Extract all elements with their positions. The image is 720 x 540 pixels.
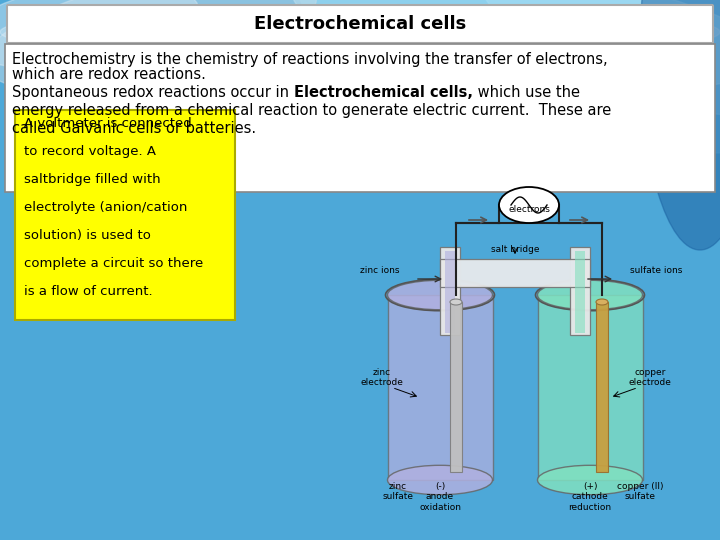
Ellipse shape [292,0,720,89]
Ellipse shape [387,465,492,495]
Text: complete a circuit so there: complete a circuit so there [24,257,203,270]
Text: copper (II)
sulfate: copper (II) sulfate [617,482,663,502]
Bar [575,251,585,333]
Ellipse shape [538,280,642,310]
Text: solution) is used to: solution) is used to [24,229,151,242]
Ellipse shape [295,0,720,153]
Bar [440,247,460,335]
Ellipse shape [640,0,720,250]
Text: saltbridge filled with: saltbridge filled with [24,173,161,186]
Ellipse shape [596,299,608,305]
Text: zinc
electrode: zinc electrode [361,368,403,387]
Bar [596,302,608,472]
Ellipse shape [538,465,642,495]
Text: zinc ions: zinc ions [361,266,400,275]
Bar [570,247,590,335]
Bar [445,251,455,333]
Text: A voltmeter is connected: A voltmeter is connected [24,117,192,130]
Bar [5,44,715,192]
Text: electrolyte (anion/cation: electrolyte (anion/cation [24,201,187,214]
Text: which use the: which use the [472,85,580,100]
Ellipse shape [0,4,720,59]
Text: Electrochemical cells: Electrochemical cells [254,15,466,33]
Bar [15,110,235,320]
Text: zinc
sulfate: zinc sulfate [382,482,413,502]
Bar [387,295,492,480]
Ellipse shape [450,299,462,305]
Text: Electrochemistry is the chemistry of reactions involving the transfer of electro: Electrochemistry is the chemistry of rea… [12,52,608,67]
Text: Electrochemical cells,: Electrochemical cells, [294,85,472,100]
Text: copper
electrode: copper electrode [629,368,672,387]
Ellipse shape [477,0,720,116]
Text: called Galvanic cells or batteries.: called Galvanic cells or batteries. [12,121,256,136]
Text: to record voltage. A: to record voltage. A [24,145,156,158]
Text: is a flow of current.: is a flow of current. [24,285,153,298]
Text: salt bridge: salt bridge [491,245,539,254]
Ellipse shape [499,187,559,223]
Text: which are redox reactions.: which are redox reactions. [12,67,206,82]
Bar [450,302,462,472]
Text: energy released from a chemical reaction to generate electric current.  These ar: energy released from a chemical reaction… [12,103,611,118]
FancyBboxPatch shape [7,5,713,43]
Text: (-)
anode
oxidation: (-) anode oxidation [419,482,461,512]
Ellipse shape [0,0,317,90]
Text: Spontaneous redox reactions occur in: Spontaneous redox reactions occur in [12,85,294,100]
Bar [440,259,590,287]
Bar [538,295,642,480]
Text: electrons: electrons [508,205,550,214]
Text: sulfate ions: sulfate ions [630,266,683,275]
Ellipse shape [387,280,492,310]
Text: (+)
cathode
reduction: (+) cathode reduction [568,482,611,512]
Ellipse shape [0,0,199,68]
Bar [455,261,575,285]
